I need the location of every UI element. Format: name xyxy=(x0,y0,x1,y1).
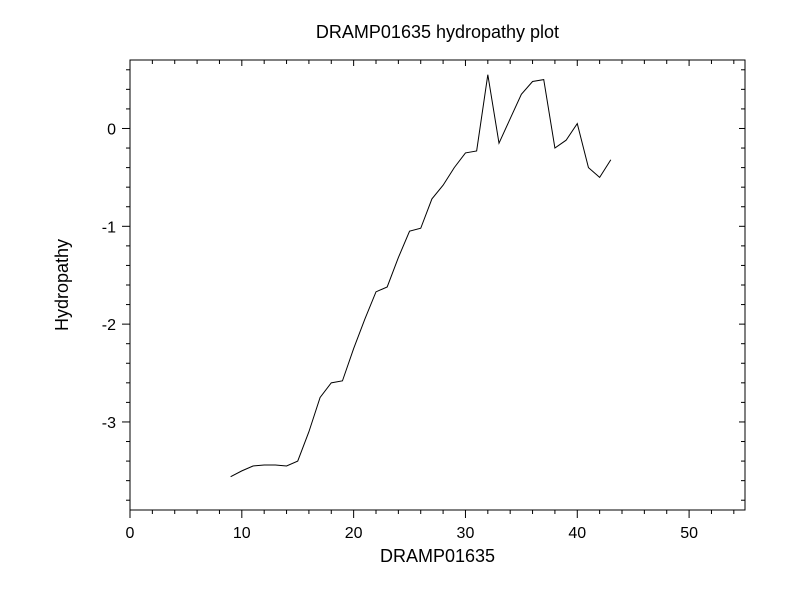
x-tick-label: 50 xyxy=(680,525,698,542)
x-tick-label: 10 xyxy=(233,525,251,542)
chart-title: DRAMP01635 hydropathy plot xyxy=(316,22,559,42)
x-axis-label: DRAMP01635 xyxy=(380,546,495,566)
x-tick-label: 40 xyxy=(568,525,586,542)
hydropathy-line xyxy=(231,75,611,477)
x-tick-label: 30 xyxy=(457,525,475,542)
y-tick-label: 0 xyxy=(107,121,116,138)
y-axis-label: Hydropathy xyxy=(52,239,72,331)
chart-svg: 0 10 20 30 40 50 -3 -2 -1 0 DRAMP01635 hydropathy … xyxy=(0,0,800,600)
y-tick-label: -2 xyxy=(102,317,116,334)
plot-frame xyxy=(130,60,745,510)
y-tick-label: -1 xyxy=(102,219,116,236)
hydropathy-chart: 0 10 20 30 40 50 -3 -2 -1 0 DRAMP01635 hydropathy … xyxy=(0,0,800,600)
y-tick-label: -3 xyxy=(102,415,116,432)
x-tick-label: 20 xyxy=(345,525,363,542)
x-tick-label: 0 xyxy=(126,525,135,542)
